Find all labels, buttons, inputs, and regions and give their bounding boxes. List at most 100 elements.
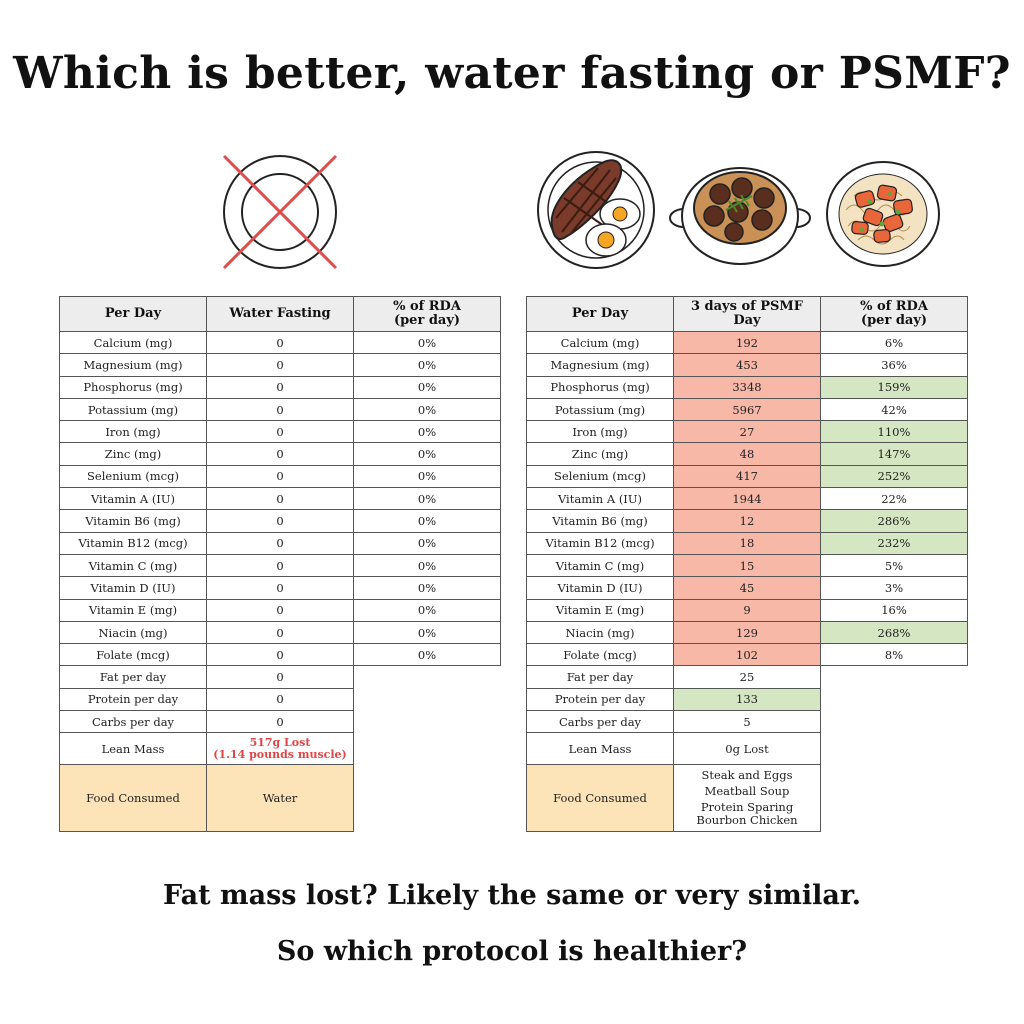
table-row: Potassium (mg) 5967 42% — [526, 397, 968, 422]
nutrient-value: 18 — [673, 531, 821, 555]
nutrient-value: 0 — [206, 509, 354, 533]
rda-percent: 0% — [353, 598, 501, 622]
column-header: Per Day — [526, 296, 674, 332]
rda-percent: 0% — [353, 531, 501, 555]
table-row: Niacin (mg) 0 0% — [59, 620, 501, 645]
table-row: Vitamin D (IU) 45 3% — [526, 576, 968, 600]
nutrient-label: Magnesium (mg) — [59, 353, 207, 377]
food-item: Meatball Soup — [704, 784, 790, 799]
table-row: Vitamin B6 (mg) 12 286% — [526, 509, 968, 533]
food-item: Water — [262, 790, 298, 805]
empty-cell — [821, 733, 968, 765]
nutrient-value: 27 — [673, 420, 821, 444]
table-row: Calcium (mg) 192 6% — [526, 330, 968, 355]
table-row: Vitamin B12 (mcg) 18 232% — [526, 531, 968, 555]
nutrient-label: Iron (mg) — [526, 420, 674, 444]
rda-percent: 0% — [353, 620, 501, 645]
table-row: Vitamin B12 (mcg) 0 0% — [59, 531, 501, 555]
table-header-row: Per Day Water Fasting % of RDA (per day) — [59, 296, 501, 332]
nutrient-label: Vitamin B6 (mg) — [59, 509, 207, 533]
muscle-loss-text: (1.14 pounds muscle) — [213, 747, 347, 761]
table-row: Phosphorus (mg) 0 0% — [59, 375, 501, 399]
nutrient-value: 0 — [206, 330, 354, 355]
lean-mass-value: 517g Lost (1.14 pounds muscle) — [206, 732, 354, 766]
macro-label: Carbs per day — [526, 710, 674, 734]
nutrient-value: 453 — [673, 353, 821, 377]
rda-percent: 0% — [353, 353, 501, 377]
table-row: Vitamin E (mg) 9 16% — [526, 598, 968, 622]
table-row: Vitamin A (IU) 0 0% — [59, 487, 501, 511]
nutrient-value: 45 — [673, 576, 821, 600]
nutrient-value: 192 — [673, 330, 821, 355]
table-row: Carbs per day 0 — [59, 710, 501, 734]
nutrient-value: 0 — [206, 375, 354, 399]
nutrient-label: Folate (mcg) — [526, 643, 674, 667]
rda-percent: 3% — [820, 576, 968, 600]
food-item: Protein Sparing Bourbon Chicken — [696, 800, 798, 828]
nutrient-label: Vitamin D (IU) — [59, 576, 207, 600]
macro-label: Carbs per day — [59, 710, 207, 734]
page-title: Which is better, water fasting or PSMF? — [13, 48, 1011, 99]
rda-percent: 0% — [353, 330, 501, 355]
muscle-loss-text: 517g Lost — [249, 735, 311, 749]
psmf-table: Per Day 3 days of PSMF Day % of RDA (per… — [526, 296, 968, 833]
nutrient-value: 3348 — [673, 375, 821, 399]
rda-percent: 36% — [820, 353, 968, 377]
column-header: % of RDA (per day) — [820, 296, 968, 332]
nutrient-label: Vitamin A (IU) — [59, 487, 207, 511]
nutrient-label: Calcium (mg) — [526, 330, 674, 355]
macro-value: 0 — [206, 687, 354, 712]
nutrient-label: Iron (mg) — [59, 420, 207, 444]
empty-cell — [821, 711, 968, 733]
nutrient-value: 0 — [206, 487, 354, 511]
nutrient-label: Selenium (mcg) — [59, 464, 207, 489]
nutrient-value: 0 — [206, 620, 354, 645]
nutrient-value: 0 — [206, 353, 354, 377]
nutrient-value: 0 — [206, 397, 354, 422]
nutrient-label: Vitamin D (IU) — [526, 576, 674, 600]
rda-percent: 0% — [353, 442, 501, 466]
table-row: Vitamin D (IU) 0 0% — [59, 576, 501, 600]
rda-percent: 268% — [820, 620, 968, 645]
bourbon-chicken-icon — [826, 161, 940, 267]
empty-cell — [354, 666, 501, 688]
rda-percent: 0% — [353, 509, 501, 533]
empty-cell — [354, 765, 501, 832]
rda-percent: 0% — [353, 375, 501, 399]
nutrient-value: 1944 — [673, 487, 821, 511]
nutrient-value: 0 — [206, 420, 354, 444]
table-header-row: Per Day 3 days of PSMF Day % of RDA (per… — [526, 296, 968, 332]
nutrient-label: Niacin (mg) — [526, 620, 674, 645]
macro-label: Fat per day — [526, 665, 674, 689]
empty-cell — [354, 711, 501, 733]
table-row: Protein per day 0 — [59, 687, 501, 712]
nutrient-label: Vitamin C (mg) — [59, 553, 207, 578]
empty-cell — [821, 688, 968, 710]
macro-value: 0 — [206, 665, 354, 689]
nutrient-label: Vitamin B6 (mg) — [526, 509, 674, 533]
nutrient-value: 0 — [206, 598, 354, 622]
food-consumed-value: Water — [206, 764, 354, 833]
rda-percent: 0% — [353, 643, 501, 667]
rda-percent: 110% — [820, 420, 968, 444]
rda-percent: 0% — [353, 397, 501, 422]
nutrient-label: Magnesium (mg) — [526, 353, 674, 377]
steak-eggs-icon — [537, 151, 655, 269]
nutrient-label: Vitamin B12 (mcg) — [59, 531, 207, 555]
food-item: Steak and Eggs — [701, 768, 793, 783]
nutrient-value: 129 — [673, 620, 821, 645]
table-row: Calcium (mg) 0 0% — [59, 330, 501, 355]
macro-value: 25 — [673, 665, 821, 689]
nutrient-label: Potassium (mg) — [59, 397, 207, 422]
column-header: % of RDA (per day) — [353, 296, 501, 332]
nutrient-value: 0 — [206, 576, 354, 600]
table-row: Fat per day 25 — [526, 665, 968, 689]
rda-percent: 0% — [353, 553, 501, 578]
table-row: Fat per day 0 — [59, 665, 501, 689]
nutrient-label: Vitamin A (IU) — [526, 487, 674, 511]
column-header: Per Day — [59, 296, 207, 332]
lean-mass-value: 0g Lost — [673, 732, 821, 766]
nutrient-label: Potassium (mg) — [526, 397, 674, 422]
footer-statement: Fat mass lost? Likely the same or very s… — [162, 880, 862, 911]
nutrient-label: Calcium (mg) — [59, 330, 207, 355]
